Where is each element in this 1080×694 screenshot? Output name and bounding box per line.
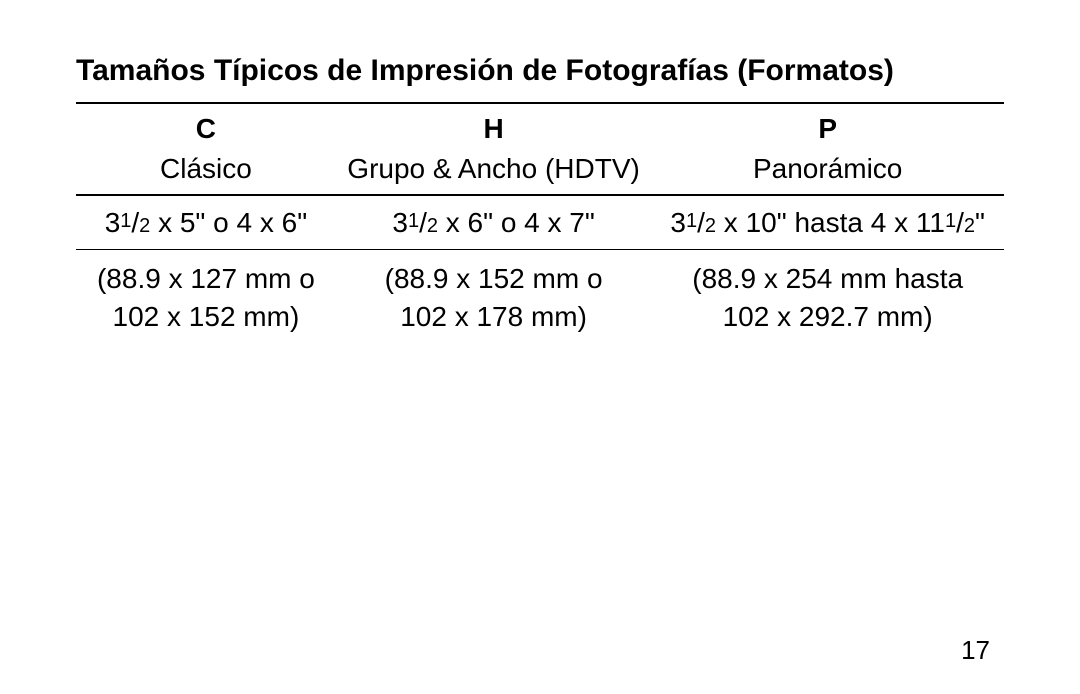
col-code-c: C [76,103,336,150]
col-name-c: Clásico [76,150,336,195]
formats-table: C H P Clásico Grupo & Ancho (HDTV) Panor… [76,102,1004,342]
mm-h: (88.9 x 152 mm o 102 x 178 mm) [336,250,652,342]
page-number: 17 [961,635,990,666]
mm-p-line1: (88.9 x 254 mm hasta [692,263,963,294]
mm-p-line2: 102 x 292.7 mm) [723,301,933,332]
mm-h-line2: 102 x 178 mm) [400,301,587,332]
col-code-h: H [336,103,652,150]
mm-c-line1: (88.9 x 127 mm o [97,263,315,294]
inches-p: 31/2 x 10" hasta 4 x 111/2" [651,195,1004,250]
table-mm-row: (88.9 x 127 mm o 102 x 152 mm) (88.9 x 1… [76,250,1004,342]
col-code-p: P [651,103,1004,150]
col-name-h: Grupo & Ancho (HDTV) [336,150,652,195]
table-header-row: C H P [76,103,1004,150]
table-subheader-row: Clásico Grupo & Ancho (HDTV) Panorámico [76,150,1004,195]
mm-p: (88.9 x 254 mm hasta 102 x 292.7 mm) [651,250,1004,342]
mm-c: (88.9 x 127 mm o 102 x 152 mm) [76,250,336,342]
table-inches-row: 31/2 x 5" o 4 x 6" 31/2 x 6" o 4 x 7" 31… [76,195,1004,250]
col-name-p: Panorámico [651,150,1004,195]
page-title: Tamaños Típicos de Impresión de Fotograf… [76,54,1004,88]
document-page: Tamaños Típicos de Impresión de Fotograf… [0,0,1080,694]
mm-h-line1: (88.9 x 152 mm o [385,263,603,294]
mm-c-line2: 102 x 152 mm) [113,301,300,332]
inches-h: 31/2 x 6" o 4 x 7" [336,195,652,250]
inches-c: 31/2 x 5" o 4 x 6" [76,195,336,250]
